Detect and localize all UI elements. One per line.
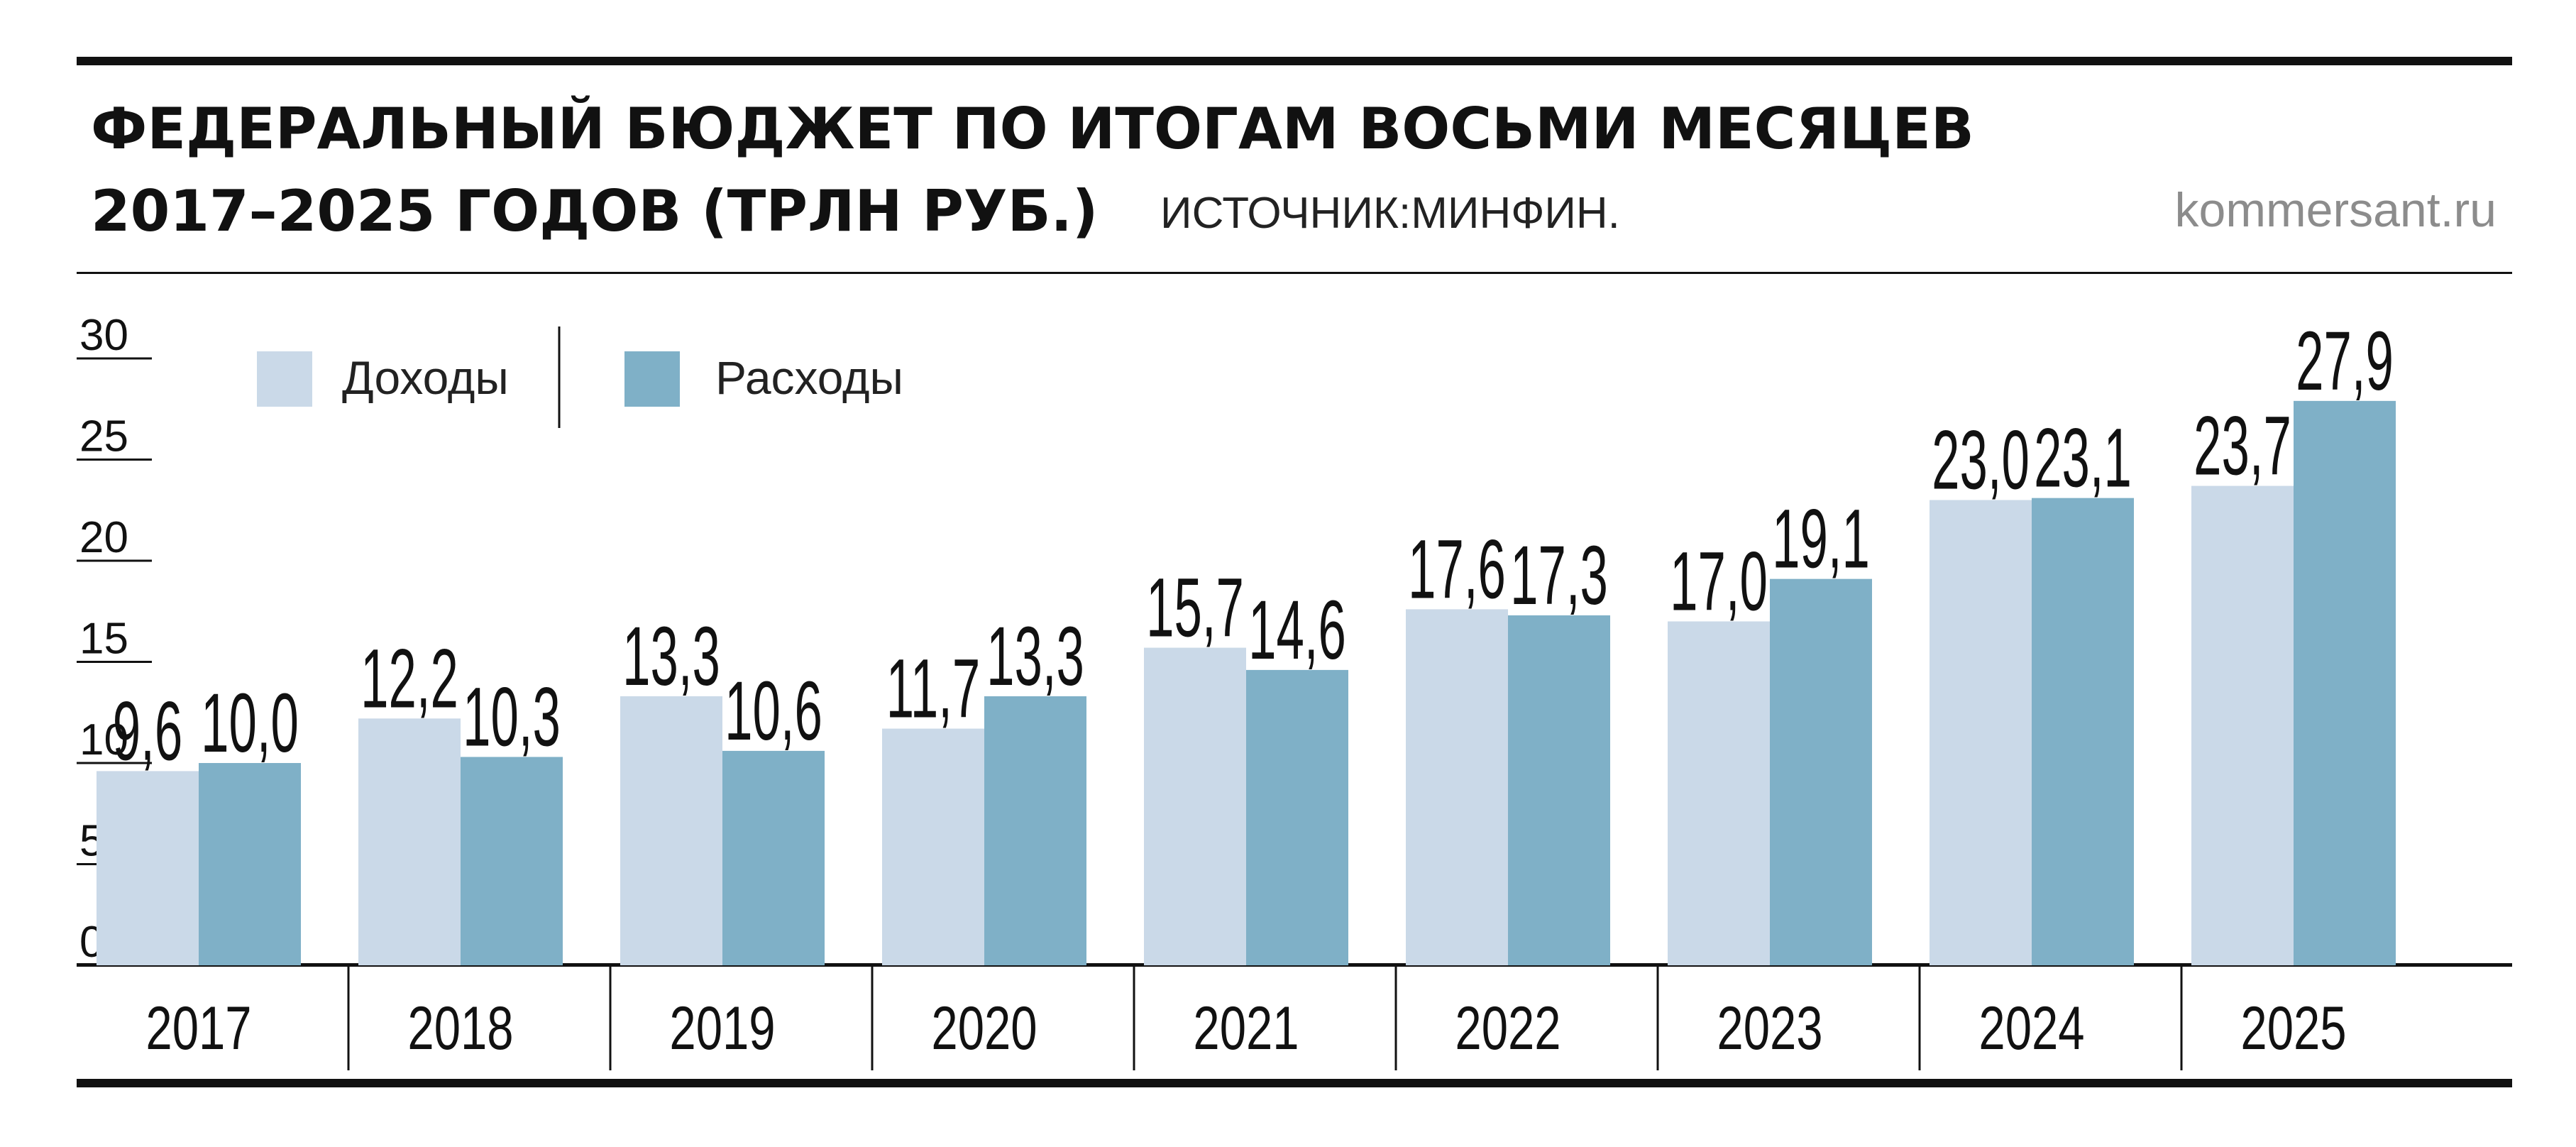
bar-raskhody-2025 [2294, 400, 2396, 965]
bar-raskhody-2023 [1770, 578, 1872, 965]
x-tick-label: 2022 [1455, 994, 1561, 1063]
x-tick-label: 2019 [669, 994, 775, 1063]
x-tick-label: 2024 [1978, 994, 2084, 1063]
value-label: 17,0 [1670, 534, 1768, 628]
bar-raskhody-2017 [199, 763, 301, 965]
top-rule [77, 57, 2512, 65]
value-label: 10,3 [463, 670, 561, 764]
value-label: 27,9 [2296, 314, 2394, 407]
x-tick-label: 2017 [145, 994, 251, 1063]
legend: Доходы Расходы [257, 326, 903, 428]
bar-dohody-2025 [2191, 485, 2294, 965]
legend-swatch-raskhody [624, 351, 680, 407]
y-tick-label: 30 [79, 311, 128, 360]
bar-dohody-2022 [1406, 609, 1508, 965]
legend-swatch-dohody [257, 351, 312, 407]
y-tick-label: 20 [79, 513, 128, 562]
bar-raskhody-2019 [722, 750, 825, 965]
value-label: 11,7 [886, 642, 981, 735]
value-label: 9,6 [113, 684, 182, 778]
bottom-rule [77, 1079, 2512, 1087]
value-label: 23,0 [1932, 413, 2030, 507]
value-label: 13,3 [622, 609, 720, 703]
source-note: ИСТОЧНИК:МИНФИН. [1160, 189, 1620, 238]
x-tick-label: 2023 [1717, 994, 1822, 1063]
value-label: 14,6 [1248, 583, 1346, 676]
value-label: 10,6 [725, 664, 822, 757]
y-tick-label: 25 [79, 412, 128, 461]
bar-dohody-2021 [1144, 647, 1246, 965]
x-tick-label: 2025 [2240, 994, 2346, 1063]
bar-raskhody-2022 [1508, 615, 1610, 965]
bar-dohody-2018 [358, 718, 461, 965]
value-label: 23,1 [2034, 411, 2132, 505]
x-tick-label: 2020 [931, 994, 1037, 1063]
value-label: 15,7 [1146, 561, 1244, 654]
legend-label-raskhody: Расходы [715, 351, 903, 404]
chart-title-line-1: ФЕДЕРАЛЬНЫЙ БЮДЖЕТ ПО ИТОГАМ ВОСЬМИ МЕСЯ… [91, 96, 1974, 162]
chart-title-line-2: 2017–2025 ГОДОВ (ТРЛН РУБ.) [91, 178, 1099, 244]
bar-raskhody-2024 [2032, 498, 2134, 965]
value-label: 19,1 [1772, 492, 1870, 586]
x-tick-label: 2018 [407, 994, 513, 1063]
value-label: 10,0 [201, 676, 299, 769]
bar-dohody-2017 [97, 771, 199, 965]
value-label: 13,3 [986, 609, 1084, 703]
bar-dohody-2019 [620, 696, 722, 965]
value-label: 17,6 [1408, 522, 1506, 616]
bar-dohody-2023 [1668, 621, 1770, 965]
y-tick-label: 15 [79, 615, 128, 664]
bar-raskhody-2018 [461, 757, 563, 965]
value-label: 17,3 [1510, 528, 1608, 622]
value-label: 23,7 [2194, 399, 2291, 493]
header-rule [77, 272, 2512, 274]
site-credit: kommersant.ru [2174, 183, 2497, 237]
value-label: 12,2 [360, 632, 458, 725]
x-tick-label: 2021 [1193, 994, 1299, 1063]
legend-label-dohody: Доходы [342, 351, 509, 404]
bar-raskhody-2020 [984, 696, 1086, 965]
y-tick-label: 10 [79, 715, 128, 764]
bar-raskhody-2021 [1246, 669, 1348, 965]
bar-dohody-2024 [1930, 500, 2032, 965]
bar-dohody-2020 [882, 728, 984, 965]
